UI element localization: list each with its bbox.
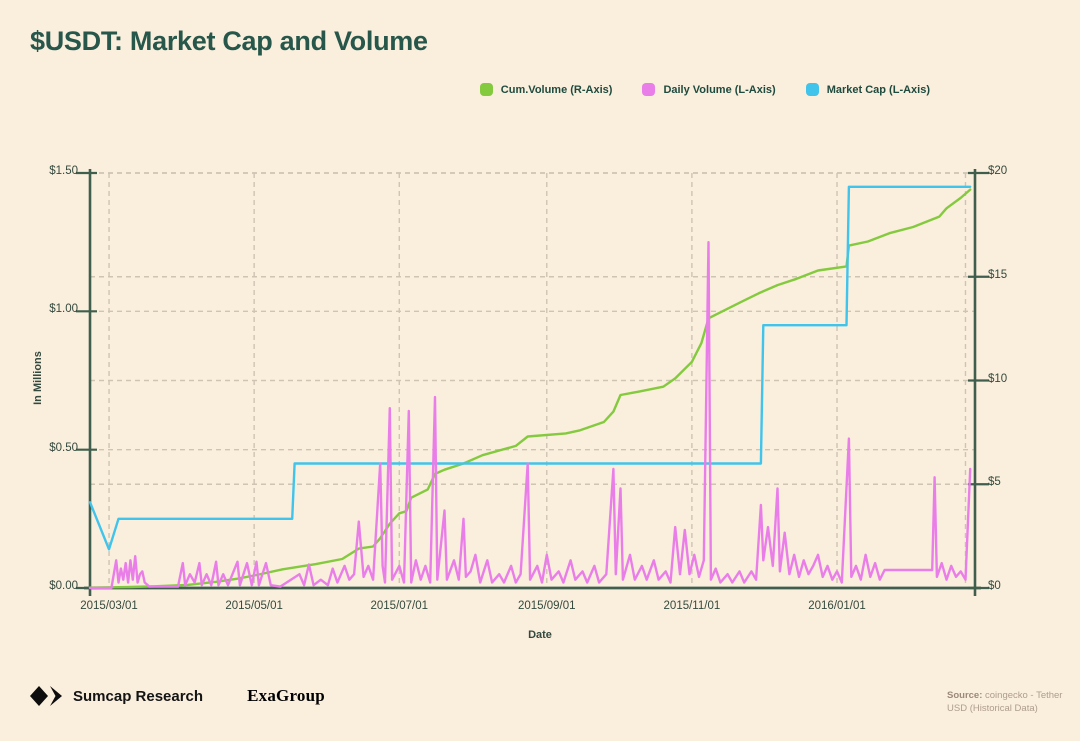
x-axis-title: Date	[528, 629, 552, 641]
y-axis-left-tick-label: $1.00	[49, 303, 78, 316]
partner-brand-name: ExaGroup	[247, 686, 325, 705]
legend-label: Cum.Volume (R-Axis)	[500, 83, 613, 96]
brand-name: Sumcap Research	[73, 687, 204, 705]
legend-label: Market Cap (L-Axis)	[826, 83, 930, 96]
x-axis-tick-label: 2015/03/01	[80, 600, 138, 612]
y-axis-right-tick-label: $15	[988, 268, 1008, 281]
x-axis-tick-label: 2015/07/01	[370, 600, 429, 612]
source-label: Source:	[947, 690, 983, 701]
x-axis-tick-label: 2015/09/01	[517, 600, 576, 612]
legend-swatch-green-icon	[479, 83, 493, 96]
y-axis-left-tick-label: $0.00	[49, 580, 78, 592]
legend-swatch-pink-icon	[642, 83, 656, 96]
series-line-daily-volume	[88, 240, 972, 590]
legend-swatch-blue-icon	[805, 83, 819, 96]
y-axis-right-tick-label: $20	[988, 165, 1008, 177]
source-text: coingecko - Tether USD (Historical Data)	[947, 690, 1063, 714]
legend-item-market-cap: Market Cap (L-Axis)	[805, 83, 930, 96]
y-axis-right-tick-label: $10	[988, 372, 1008, 385]
y-axis-right-tick-label: $5	[988, 476, 1001, 489]
x-axis-tick-label: 2015/11/01	[663, 600, 721, 612]
page-title: $USDT: Market Cap and Volume	[30, 26, 428, 56]
series-line-cum-volume	[88, 188, 972, 589]
series-line-market-cap	[88, 185, 972, 551]
y-axis-left-tick-label: $1.50	[49, 165, 78, 177]
footer-brand: Sumcap Research ExaGroup	[30, 686, 325, 706]
x-axis-tick-label: 2016/01/01	[808, 600, 866, 612]
legend-item-daily-volume: Daily Volume (L-Axis)	[642, 83, 776, 96]
y-axis-right-tick-label: $0	[988, 580, 1001, 592]
sumcap-logo-icon	[30, 686, 62, 706]
source-note: Source: coingecko - Tether USD (Historic…	[947, 689, 1067, 715]
y-axis-left-tick-label: $0.50	[49, 441, 78, 454]
legend-label: Daily Volume (L-Axis)	[663, 83, 776, 96]
legend-item-cum-volume: Cum.Volume (R-Axis)	[479, 83, 613, 96]
x-axis-tick-label: 2015/05/01	[225, 600, 283, 612]
chart-legend: Cum.Volume (R-Axis) Daily Volume (L-Axis…	[479, 83, 930, 96]
y-axis-title: In Millions	[32, 351, 44, 405]
